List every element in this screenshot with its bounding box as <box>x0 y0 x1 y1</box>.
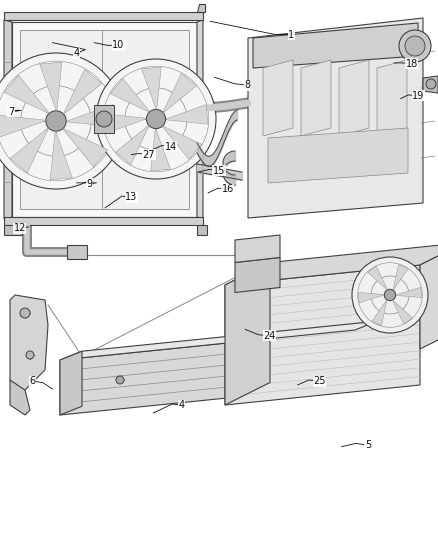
Circle shape <box>96 59 216 179</box>
Polygon shape <box>268 128 408 183</box>
Polygon shape <box>60 330 355 415</box>
Polygon shape <box>0 115 45 138</box>
Polygon shape <box>63 128 108 167</box>
Polygon shape <box>110 78 149 112</box>
Polygon shape <box>162 126 201 159</box>
Text: 6: 6 <box>30 376 36 386</box>
Polygon shape <box>67 104 115 127</box>
Circle shape <box>146 109 166 128</box>
Polygon shape <box>423 76 438 93</box>
Polygon shape <box>396 287 422 297</box>
Circle shape <box>405 36 425 56</box>
Circle shape <box>20 308 30 318</box>
Polygon shape <box>163 74 196 112</box>
Polygon shape <box>225 262 270 405</box>
Polygon shape <box>67 245 87 259</box>
Text: 25: 25 <box>314 376 326 386</box>
Circle shape <box>384 289 396 301</box>
Polygon shape <box>50 132 72 180</box>
Text: 4: 4 <box>74 49 80 58</box>
Polygon shape <box>60 321 377 360</box>
Polygon shape <box>358 293 384 303</box>
Polygon shape <box>4 20 12 219</box>
Polygon shape <box>4 217 203 225</box>
Polygon shape <box>166 104 208 124</box>
Polygon shape <box>151 129 170 171</box>
Polygon shape <box>141 67 161 109</box>
Polygon shape <box>263 60 293 136</box>
Text: 24: 24 <box>263 331 276 341</box>
Polygon shape <box>339 60 369 136</box>
Text: 4: 4 <box>179 400 185 410</box>
Polygon shape <box>235 257 280 293</box>
Polygon shape <box>4 12 203 20</box>
Polygon shape <box>60 351 82 415</box>
Polygon shape <box>367 266 387 290</box>
Text: 18: 18 <box>406 59 418 69</box>
Polygon shape <box>225 243 438 285</box>
Polygon shape <box>10 380 30 415</box>
Polygon shape <box>372 300 387 326</box>
Polygon shape <box>197 20 203 219</box>
Text: 15: 15 <box>213 166 225 175</box>
Polygon shape <box>253 23 418 68</box>
Polygon shape <box>4 225 22 235</box>
Text: 19: 19 <box>412 91 424 101</box>
Circle shape <box>352 257 428 333</box>
Polygon shape <box>4 75 49 114</box>
Text: 14: 14 <box>165 142 177 151</box>
Circle shape <box>46 111 66 131</box>
Text: 9: 9 <box>87 179 93 189</box>
Polygon shape <box>64 69 102 114</box>
Circle shape <box>0 53 124 189</box>
Bar <box>20 30 189 209</box>
Text: 10: 10 <box>112 41 124 50</box>
Polygon shape <box>10 295 48 390</box>
Circle shape <box>399 30 431 62</box>
Polygon shape <box>197 225 207 235</box>
Circle shape <box>116 376 124 384</box>
Circle shape <box>26 351 34 359</box>
Text: 16: 16 <box>222 184 234 194</box>
Circle shape <box>96 111 112 127</box>
Bar <box>94 105 114 133</box>
Polygon shape <box>248 18 423 218</box>
Text: 1: 1 <box>288 30 294 39</box>
Text: 13: 13 <box>125 192 138 202</box>
Circle shape <box>426 79 436 89</box>
Text: 7: 7 <box>8 107 14 117</box>
Polygon shape <box>377 60 407 136</box>
Text: 5: 5 <box>365 440 371 450</box>
Polygon shape <box>420 243 438 349</box>
Polygon shape <box>393 264 408 290</box>
Text: 27: 27 <box>143 150 155 159</box>
Polygon shape <box>301 60 331 136</box>
Polygon shape <box>116 126 149 165</box>
Polygon shape <box>104 114 146 133</box>
Bar <box>12 22 197 217</box>
Polygon shape <box>10 128 48 173</box>
Polygon shape <box>40 62 62 110</box>
Polygon shape <box>197 4 205 12</box>
Text: 12: 12 <box>14 223 26 233</box>
Polygon shape <box>392 300 412 324</box>
Polygon shape <box>235 235 280 262</box>
Text: 8: 8 <box>244 80 251 90</box>
Polygon shape <box>225 265 420 405</box>
